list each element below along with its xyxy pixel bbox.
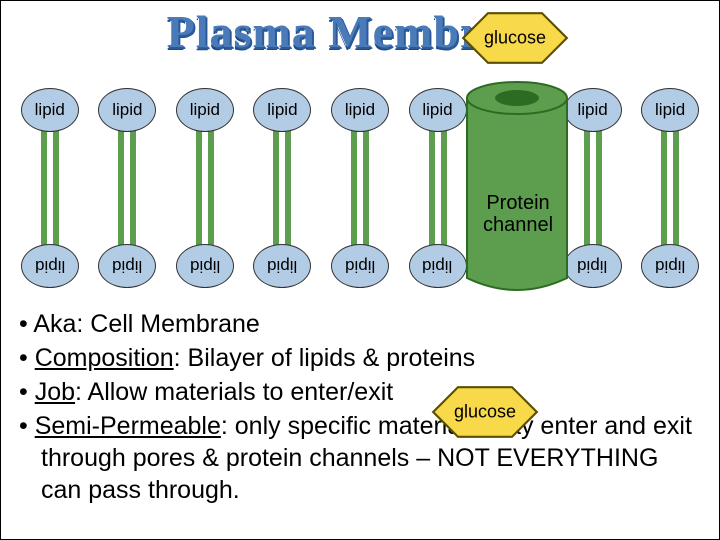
bullet-key: Composition	[35, 344, 174, 372]
lipid-head: lipid	[21, 88, 79, 132]
lipid: lipid	[19, 188, 81, 288]
lipid-tails	[351, 130, 369, 188]
lipid-label: lipid	[190, 256, 220, 276]
lipid-tails	[118, 188, 136, 246]
list-item: Composition: Bilayer of lipids & protein…	[19, 342, 701, 374]
lipid-head: lipid	[641, 88, 699, 132]
lipid-tails	[661, 130, 679, 188]
page-title: Plasma Membrane	[1, 5, 719, 58]
lipid-tails	[196, 188, 214, 246]
lipid-label: lipid	[345, 256, 375, 276]
lipid-head: lipid	[176, 244, 234, 288]
lipid: lipid	[174, 88, 236, 188]
lipid-tails	[118, 130, 136, 188]
lipid-label: lipid	[35, 256, 65, 276]
lipid-head: lipid	[331, 88, 389, 132]
lipid-label: lipid	[577, 100, 607, 120]
lipid-tails	[273, 188, 291, 246]
list-item: Aka: Cell Membrane	[19, 308, 701, 340]
lipid-row-top: lipid lipid lipid lipid lipid lipid lipid lipid…	[1, 88, 719, 188]
lipid-label: lipid	[267, 256, 297, 276]
lipid-label: lipid	[655, 256, 685, 276]
lipid-bilayer: lipid lipid lipid lipid lipid lipid lipid lipid…	[1, 88, 719, 288]
lipid-label: lipid	[422, 100, 452, 120]
lipid-label: lipid	[655, 100, 685, 120]
lipid-head: lipid	[253, 88, 311, 132]
bullet-key: Semi-Permeable	[35, 412, 221, 440]
lipid: lipid	[329, 88, 391, 188]
glucose-top: glucose	[461, 11, 569, 65]
protein-channel-label: Protein channel	[463, 192, 573, 236]
lipid-head: lipid	[253, 244, 311, 288]
lipid-head: lipid	[21, 244, 79, 288]
lipid-label: lipid	[35, 100, 65, 120]
lipid-tails	[584, 130, 602, 188]
bullet-key: Job	[35, 378, 75, 406]
lipid-tails	[41, 130, 59, 188]
lipid-tails	[429, 188, 447, 246]
glucose-bottom-label: glucose	[431, 402, 539, 423]
lipid-label: lipid	[190, 100, 220, 120]
lipid-label: lipid	[345, 100, 375, 120]
glucose-top-label: glucose	[461, 28, 569, 49]
lipid: lipid	[251, 188, 313, 288]
lipid-row-bottom: lipid lipid lipid lipid lipid lipid lipid lipid…	[1, 188, 719, 288]
lipid-label: lipid	[267, 100, 297, 120]
protein-channel	[457, 80, 577, 296]
lipid: lipid	[19, 88, 81, 188]
lipid: lipid	[251, 88, 313, 188]
lipid-label: lipid	[112, 100, 142, 120]
lipid: lipid	[96, 188, 158, 288]
glucose-bottom: glucose	[431, 385, 539, 439]
lipid-label: lipid	[577, 256, 607, 276]
lipid-tails	[584, 188, 602, 246]
lipid-tails	[273, 130, 291, 188]
lipid: lipid	[639, 188, 701, 288]
lipid-head: lipid	[641, 244, 699, 288]
lipid-head: lipid	[98, 244, 156, 288]
lipid-head: lipid	[176, 88, 234, 132]
list-item: Job: Allow materials to enter/exit	[19, 376, 701, 408]
lipid-head: lipid	[98, 88, 156, 132]
lipid: lipid	[329, 188, 391, 288]
lipid: lipid	[96, 88, 158, 188]
lipid: lipid	[174, 188, 236, 288]
list-item: Semi-Permeable: only specific materials …	[19, 410, 701, 506]
lipid-tails	[429, 130, 447, 188]
lipid-tails	[196, 130, 214, 188]
lipid-label: lipid	[422, 256, 452, 276]
lipid: lipid	[639, 88, 701, 188]
lipid-head: lipid	[331, 244, 389, 288]
bullet-list: Aka: Cell MembraneComposition: Bilayer o…	[19, 308, 701, 506]
lipid-tails	[351, 188, 369, 246]
lipid-label: lipid	[112, 256, 142, 276]
lipid-tails	[661, 188, 679, 246]
lipid-tails	[41, 188, 59, 246]
